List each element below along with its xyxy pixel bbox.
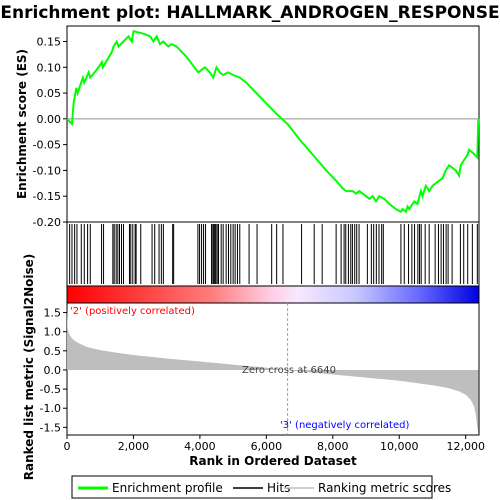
es-panel: -0.20 -0.15 -0.10 -0.05 0.00 0.05 0.10 0.15 Enr…: [15, 25, 480, 229]
metric-y-tick-label: -1.5: [40, 421, 61, 434]
ranking-metric-area: [67, 308, 479, 434]
negative-correlation-label: '3' (negatively correlated): [280, 420, 409, 431]
x-axis-label: Rank in Ordered Dataset: [189, 454, 357, 468]
zero-cross-label: Zero cross at 6640: [242, 365, 336, 376]
rank-color-bar: [66, 285, 480, 304]
legend-metric-label: Ranking metric scores: [318, 481, 451, 495]
x-tick-label: 0: [64, 440, 71, 453]
legend-hits-label: Hits: [267, 481, 290, 495]
hit-markers: [69, 224, 478, 284]
es-y-ticks: -0.20 -0.15 -0.10 -0.05 0.00 0.05 0.10 0.15: [33, 35, 67, 229]
metric-panel: -1.5 -1.0 -0.5 0.0 0.5 1.0 1.5 '2' (positively…: [22, 254, 480, 481]
es-y-tick-label: -0.20: [33, 216, 61, 229]
es-y-tick-label: -0.05: [33, 139, 61, 152]
metric-y-axis-label: Ranked list metric (Signal2Noise): [22, 254, 36, 481]
hits-panel-frame: [66, 221, 480, 287]
es-y-axis-label: Enrichment score (ES): [15, 49, 29, 199]
enrichment-profile-line: [66, 29, 480, 214]
metric-y-ticks: -1.5 -1.0 -0.5 0.0 0.5 1.0 1.5: [40, 307, 67, 434]
x-tick-label: 6,000: [251, 440, 283, 453]
positive-correlation-label: '2' (positively correlated): [70, 306, 195, 317]
metric-y-tick-label: -0.5: [40, 383, 61, 396]
x-tick-label: 4,000: [184, 440, 216, 453]
es-y-tick-label: 0.05: [37, 87, 62, 100]
es-y-tick-label: 0.10: [37, 61, 62, 74]
metric-y-tick-label: 0.5: [44, 345, 62, 358]
chart-title: Enrichment plot: HALLMARK_ANDROGEN_RESPO…: [0, 3, 499, 23]
x-axis-ticks: 0 2,000 4,000 6,000 8,000 10,000 12,000: [64, 435, 485, 453]
es-panel-frame: [66, 25, 480, 223]
es-y-tick-label: 0.15: [37, 35, 62, 48]
legend-enrichment-label: Enrichment profile: [112, 481, 223, 495]
legend-frame: [71, 475, 433, 499]
x-tick-label: 12,000: [446, 440, 485, 453]
metric-y-tick-label: -1.0: [40, 402, 61, 415]
es-y-tick-label: 0.00: [37, 113, 62, 126]
hits-panel: [66, 221, 480, 287]
metric-y-tick-label: 1.5: [44, 307, 62, 320]
x-tick-label: 8,000: [317, 440, 349, 453]
metric-y-tick-label: 1.0: [44, 326, 62, 339]
es-y-tick-label: -0.15: [33, 190, 61, 203]
legend: Enrichment profile Hits Ranking metric s…: [71, 475, 451, 499]
x-tick-label: 10,000: [380, 440, 419, 453]
x-tick-label: 2,000: [118, 440, 150, 453]
metric-y-tick-label: 0.0: [44, 364, 62, 377]
es-y-tick-label: -0.10: [33, 164, 61, 177]
